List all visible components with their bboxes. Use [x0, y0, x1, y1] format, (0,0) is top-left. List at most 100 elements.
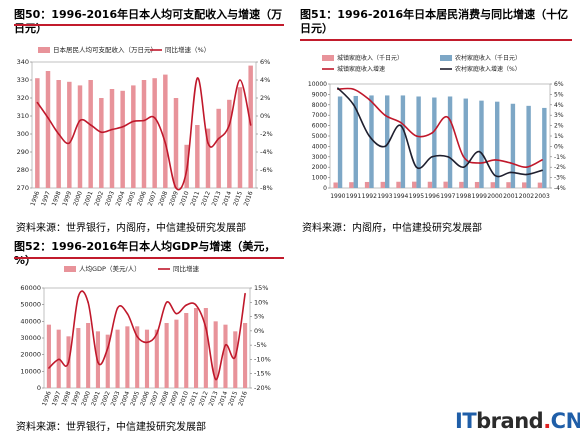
chart1-bar-1-2006: [141, 80, 147, 188]
chart2-right-tick-label: 5%: [554, 91, 564, 98]
chart1-x-tick-label: 1997: [40, 190, 52, 207]
chart2-left-tick-label: 1000: [312, 175, 327, 182]
chart1-x-tick-label: 1996: [29, 190, 41, 207]
chart2-bar-2-1999: [479, 100, 484, 188]
chart1-x-tick-label: 2000: [72, 190, 84, 207]
chart2-right-tick-label: -4%: [554, 185, 566, 192]
figure-51-source: 资料来源：内阁府，中信建投研究发展部: [302, 223, 482, 234]
chart2-right-tick-label: -2%: [554, 164, 566, 171]
chart3-legend-label: 同比增速: [173, 264, 200, 273]
chart3-left-tick-label: 30000: [20, 334, 41, 342]
chart3-line-1-point-2000: [87, 301, 89, 304]
chart2-line-2-point-1992: [368, 135, 371, 137]
chart3-x-tick-label: 2014: [218, 390, 230, 407]
chart1-bar-1-2016: [248, 65, 253, 188]
chart2-legend-label: 农村家庭收入（千日元）: [455, 54, 521, 62]
figure-52-rule: [14, 257, 284, 259]
chart3-line-1-point-2001: [97, 361, 99, 364]
chart1-legend-label: 日本居民人均可支配收入（万日元）: [53, 45, 157, 54]
chart1-line-1-point-2013: [217, 137, 220, 140]
chart3-x-tick-label: 1996: [41, 390, 53, 407]
chart3-line-1-point-1999: [77, 295, 80, 298]
chart3-x-tick-label: 2002: [100, 390, 112, 407]
chart2-right-tick-label: 4%: [554, 102, 564, 109]
chart2-line-2-point-1994: [399, 124, 402, 127]
chart2-bar-2-2000: [495, 101, 500, 188]
chart2-left-tick-label: 6000: [312, 123, 327, 130]
chart1-line-1-point-2011: [196, 77, 199, 79]
chart2-bar-1-1996: [427, 181, 433, 188]
chart1-right-tick-label: -4%: [260, 148, 273, 156]
chart3-line-1-point-2015: [234, 355, 237, 358]
chart2-line-1: [337, 87, 543, 169]
chart2-right-tick-label: 6%: [554, 81, 564, 88]
chart2-x-tick-label: 1998: [456, 193, 471, 200]
chart3-right-tick-label: 0%: [254, 327, 264, 335]
chart1-line-1-point-2001: [89, 124, 92, 126]
chart3-left-tick-label: 60000: [20, 284, 41, 292]
chart2-line-2-point-2001: [509, 171, 512, 174]
chart2-line-2-point-1999: [478, 150, 481, 153]
chart3-bar-1-2013: [213, 321, 218, 388]
chart3-bar-1-2014: [223, 324, 228, 388]
chart3-line-1-point-1997: [57, 358, 60, 361]
chart2-bar-1-2000: [490, 182, 495, 188]
chart2-bar-2-1998: [463, 98, 468, 188]
chart2-x-tick-label: 2003: [535, 193, 550, 200]
chart3-line-1-point-2003: [116, 307, 119, 309]
chart3-line-1-point-2009: [175, 312, 178, 315]
chart3-x-tick-label: 2008: [159, 390, 171, 407]
chart2-bar-2-1994: [400, 95, 406, 188]
chart1-bar-1-2005: [131, 85, 136, 188]
chart2-left-tick-label: 10000: [308, 81, 327, 88]
chart2-bar-1-1991: [349, 182, 354, 188]
chart1-left-tick-label: 280: [17, 166, 29, 174]
chart2-bar-2-1993: [385, 95, 390, 188]
chart3-right-tick-label: -15%: [254, 370, 271, 378]
chart1-line-1-point-2005: [132, 120, 135, 123]
chart1-x-tick-label: 2014: [221, 190, 233, 207]
chart3-right-tick-label: -10%: [254, 355, 271, 363]
chart1-x-tick-label: 2006: [136, 190, 148, 207]
chart2-bar-1-1994: [396, 181, 401, 188]
chart3-line-1-point-1996: [48, 367, 50, 369]
chart2-line-1-point-1995: [415, 135, 418, 137]
chart1-x-tick-label: 2012: [200, 190, 212, 207]
itbrand-logo: ITbrand.CN: [455, 409, 580, 433]
chart3-x-tick-label: 2006: [139, 390, 151, 407]
chart2-legend-swatch: [322, 55, 334, 61]
chart2-x-tick-label: 1999: [472, 193, 487, 200]
chart2-bar-1-1990: [333, 182, 338, 188]
chart1-line-1-point-2002: [100, 131, 103, 133]
chart2-bar-2-1992: [369, 95, 374, 188]
chart1-line-1-point-2004: [121, 126, 124, 128]
chart2-left-tick-label: 5000: [312, 133, 327, 140]
chart1-bar-1-2002: [99, 98, 104, 188]
chart1-bar-1-2001: [88, 80, 93, 188]
chart2-line-1-point-2003: [541, 159, 543, 161]
chart3-x-tick-label: 2005: [129, 390, 141, 407]
chart3-bar-1-2008: [164, 323, 169, 388]
chart2-left-tick-label: 4000: [312, 143, 327, 150]
chart2-bar-1-2003: [537, 182, 543, 188]
chart1-x-tick-label: 2001: [83, 190, 95, 207]
chart2-line-2-point-1996: [431, 156, 433, 158]
chart2-bar-2-2002: [526, 105, 531, 188]
chart2-x-tick-label: 1994: [393, 193, 408, 200]
chart3-x-tick-label: 2016: [237, 390, 249, 407]
chart3-left-tick-label: 0: [37, 384, 41, 392]
chart1-bar-1-1997: [45, 71, 51, 188]
chart2-line-2-point-2003: [541, 169, 543, 172]
chart2-bar-2-2001: [510, 103, 516, 188]
chart1-bar-1-2011: [195, 125, 200, 188]
chart1-line-1-point-2012: [207, 142, 209, 144]
chart2-left-tick-label: 3000: [312, 154, 327, 161]
chart2-legend-label: 城镇家庭收入增速: [337, 65, 385, 73]
chart1-line-1-point-2010: [185, 169, 188, 171]
figure-51-title: 图51：1996-2016年日本居民消费与同比增速（十亿日元）: [300, 8, 569, 35]
chart1-x-tick-label: 2013: [211, 190, 223, 207]
chart3-bar-1-2003: [115, 329, 120, 388]
chart1-x-tick-label: 2010: [179, 190, 191, 207]
chart2-bar-2-1991: [353, 95, 358, 188]
